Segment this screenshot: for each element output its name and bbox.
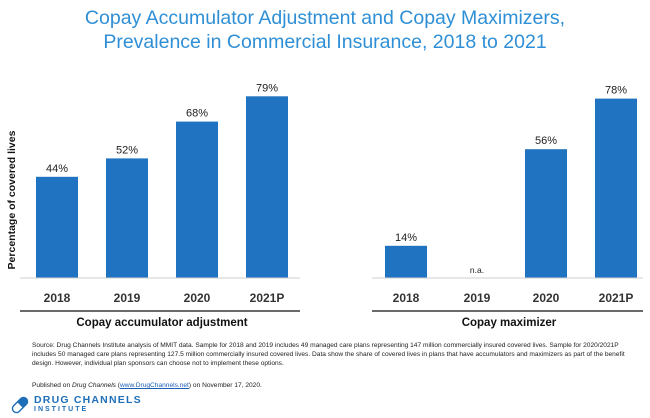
chart-title-line-2: Prevalence in Commercial Insurance, 2018… [103, 31, 547, 53]
x-tick-label: 2021P [250, 291, 285, 305]
x-axis-label: Copay maximizer [462, 317, 557, 329]
bar-1-2018 [385, 245, 427, 278]
chart-title-line-1: Copay Accumulator Adjustment and Copay M… [84, 7, 566, 29]
capsule-logo-icon [11, 396, 29, 414]
bar-0-2018 [36, 176, 78, 278]
x-tick-label: 2018 [393, 291, 420, 305]
published-prefix: Published on [32, 382, 72, 389]
logo-line-2: INSTITUTE [34, 406, 89, 413]
data-label: 78% [605, 85, 627, 97]
x-axis-label: Copay accumulator adjustment [76, 317, 247, 329]
x-tick-label: 2021P [599, 291, 634, 305]
bar-0-2019 [106, 158, 148, 278]
data-label: 52% [116, 144, 138, 156]
x-tick-label: 2019 [464, 291, 491, 305]
published-line: Published on Drug Channels (www.DrugChan… [32, 382, 262, 389]
drugchannels-link[interactable]: www.DrugChannels.net [119, 382, 189, 389]
data-label: 56% [535, 135, 557, 147]
data-label: 14% [395, 232, 417, 244]
x-tick-label: 2019 [114, 291, 141, 305]
bar-1-2021p [595, 98, 637, 278]
logo-line-1: DRUG CHANNELS [34, 394, 142, 406]
x-tick-label: 2020 [184, 291, 211, 305]
bar-0-2021p [246, 96, 288, 278]
x-tick-label: 2020 [533, 291, 560, 305]
na-label: n.a. [470, 265, 484, 275]
chart-title: Copay Accumulator Adjustment and Copay M… [0, 6, 650, 54]
drug-channels-logo: DRUG CHANNELS INSTITUTE [10, 394, 150, 416]
y-axis-label: Percentage of covered lives [6, 130, 18, 269]
published-site-name: Drug Channels [71, 382, 116, 389]
data-label: 44% [46, 163, 68, 175]
x-tick-label: 2018 [44, 291, 71, 305]
data-label: 68% [186, 108, 208, 120]
data-label: 79% [256, 82, 278, 94]
published-suffix: ) on November 17, 2020. [188, 382, 262, 389]
published-open-paren: ( [115, 382, 120, 389]
source-note: Source: Drug Channels Institute analysis… [32, 342, 625, 367]
bar-0-2020 [176, 121, 218, 278]
bar-1-2020 [525, 149, 567, 278]
